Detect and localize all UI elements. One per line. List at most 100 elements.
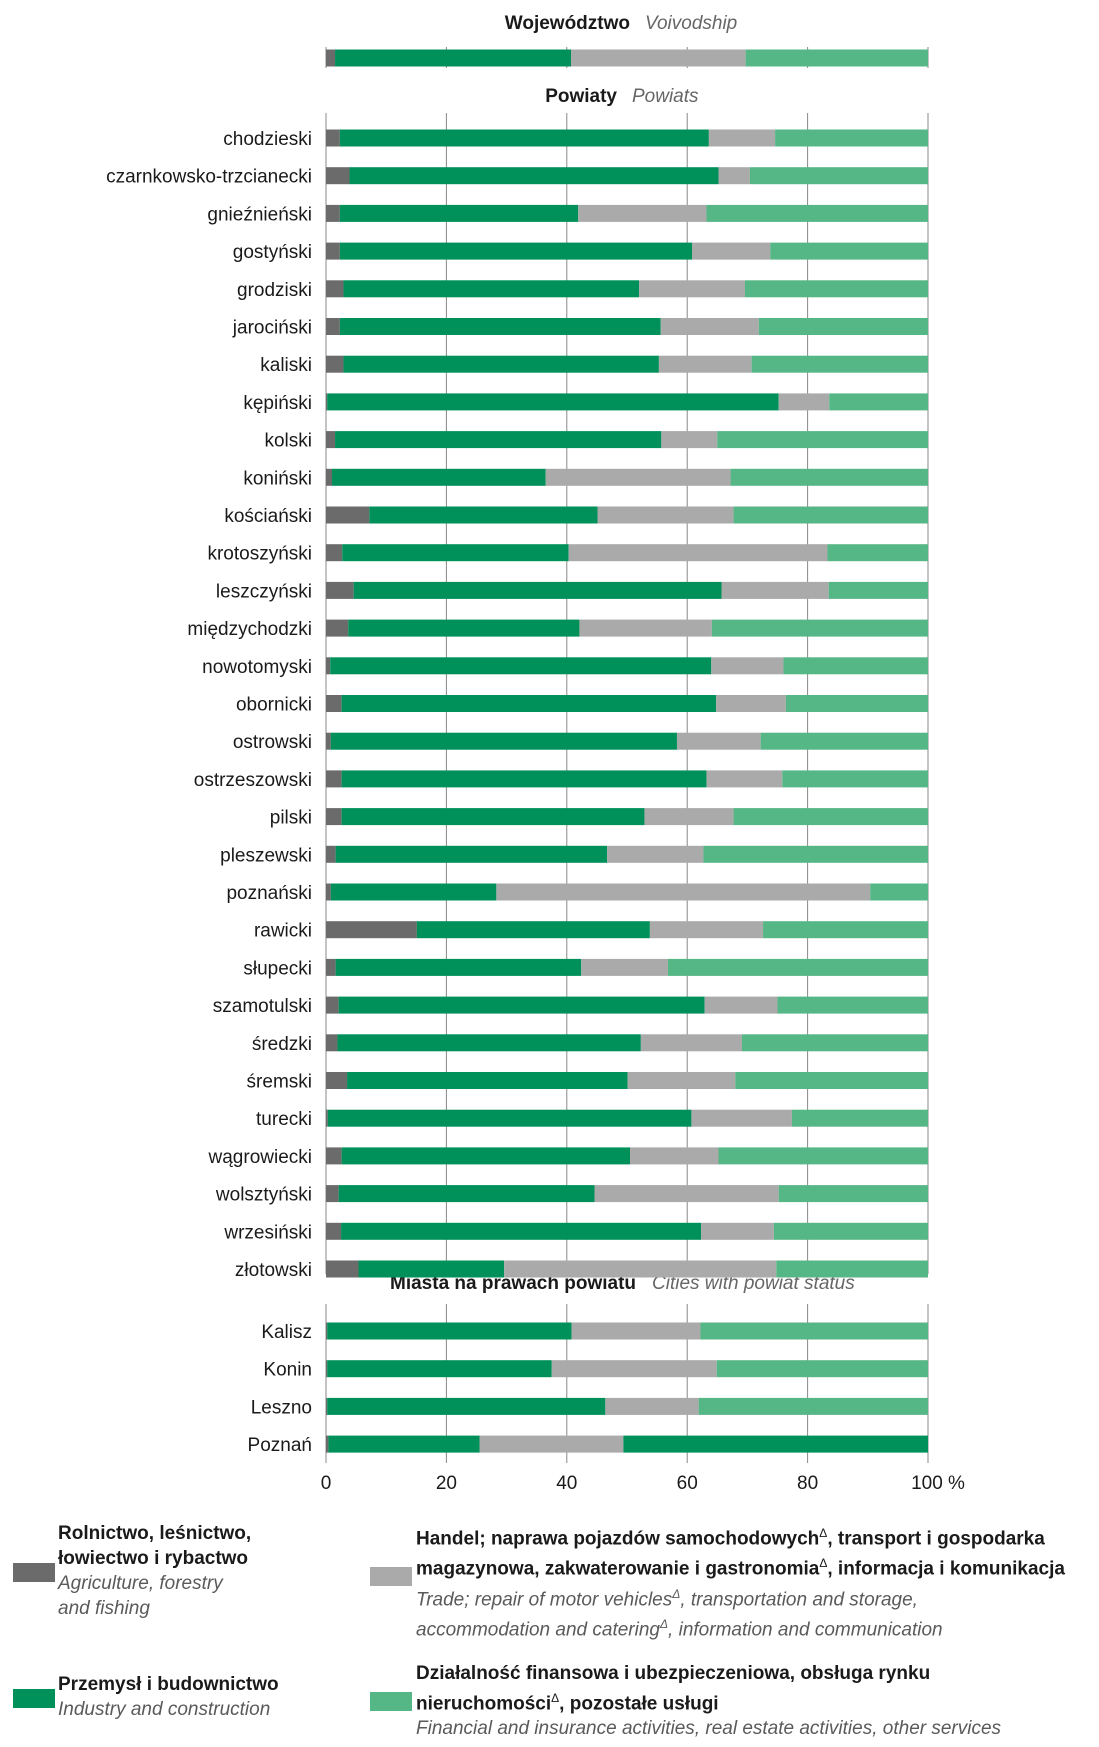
bar-row-szamotulski: szamotulski	[213, 996, 928, 1017]
bar-segment-2	[330, 657, 712, 675]
legend-industry-en: Industry and construction	[58, 1699, 271, 1720]
bar-segment-4	[783, 657, 928, 675]
bar-segment-1	[326, 506, 370, 524]
bar-segment-3	[704, 996, 778, 1014]
bar-segment-3	[691, 1109, 792, 1127]
bar-segment-2	[330, 883, 497, 901]
bar-segment-4	[770, 242, 928, 260]
bar-segment-1	[326, 1397, 328, 1415]
bar-segment-2	[341, 770, 707, 788]
bar-segment-4	[623, 1435, 928, 1453]
row-label: słupecki	[243, 958, 312, 979]
bar-row-czarnkowsko-trzcianecki: czarnkowsko-trzcianecki	[106, 167, 928, 188]
bar-segment-1	[326, 1360, 328, 1378]
bar-segment-3	[661, 431, 718, 449]
bar-segment-1	[326, 129, 340, 147]
bar-segment-3	[721, 581, 829, 599]
bar-segment-2	[339, 129, 709, 147]
bar-segment-3	[711, 657, 784, 675]
legend-trade-pl-2a: magazynowa, zakwaterowanie i gastronomia	[416, 1558, 820, 1580]
row-label: krotoszyński	[207, 544, 312, 565]
bar-segment-2	[335, 958, 582, 976]
bar-row-wolsztyński: wolsztyński	[215, 1185, 928, 1206]
row-label: gnieźnieński	[207, 204, 312, 225]
bar-segment-3	[706, 770, 783, 788]
bar-segment-3	[579, 619, 712, 637]
bar-segment-1	[326, 1109, 328, 1127]
bar-row-międzychodzki: międzychodzki	[187, 619, 928, 640]
legend-financial-mark: Δ	[551, 1691, 560, 1705]
x-tick-label: 60	[677, 1473, 698, 1490]
bar-row-Poznań: Poznań	[248, 1435, 928, 1456]
x-tick-label: 20	[436, 1473, 457, 1490]
row-label: czarnkowsko-trzcianecki	[106, 167, 312, 188]
bar-segment-3	[571, 1322, 701, 1340]
legend-trade-pl-1b: , transport i gospodarka	[827, 1528, 1045, 1550]
row-label: kościański	[224, 506, 312, 527]
bar-segment-3	[479, 1435, 624, 1453]
section-powiats-en: Powiats	[632, 86, 699, 107]
bar-segment-1	[326, 167, 350, 185]
bar-segment-1	[326, 581, 354, 599]
legend-trade-pl-1a: Handel; naprawa pojazdów samochodowych	[416, 1528, 820, 1550]
row-label: pilski	[270, 808, 312, 829]
bar-row-gostyński: gostyński	[233, 242, 928, 263]
bar-row-złotowski: złotowski	[235, 1260, 928, 1281]
section-powiats-pl: Powiaty	[545, 86, 617, 107]
bar-segment-2	[338, 1185, 595, 1203]
bar-segment-3	[504, 1260, 777, 1278]
bar-segment-1	[326, 732, 331, 750]
bar-row-kolski: kolski	[264, 431, 928, 452]
row-label: szamotulski	[213, 996, 312, 1017]
legend-trade-mark-2: Δ	[819, 1556, 828, 1571]
legend-trade-en-1b: , transportation and storage,	[680, 1588, 918, 1610]
bar-row-kępiński: kępiński	[243, 393, 928, 414]
bar-segment-1	[326, 49, 336, 67]
bar-row-voivodship	[326, 49, 928, 67]
row-label: nowotomyski	[202, 657, 312, 678]
row-label: kolski	[264, 431, 312, 452]
bar-segment-3	[692, 242, 771, 260]
row-label: międzychodzki	[187, 619, 312, 640]
row-label: Kalisz	[261, 1322, 312, 1343]
bar-segment-1	[326, 1147, 342, 1165]
bar-segment-1	[326, 242, 340, 260]
section-cities-heading: Miasta na prawach powiatu Cities with po…	[390, 1273, 855, 1294]
row-label: koniński	[243, 468, 312, 489]
bar-segment-2	[332, 468, 546, 486]
row-label: turecki	[256, 1109, 312, 1130]
legend-financial-pl-2a: nieruchomości	[416, 1693, 552, 1715]
bar-segment-1	[326, 393, 328, 411]
bar-segment-2	[341, 808, 645, 826]
row-label: rawicki	[254, 921, 312, 942]
bar-segment-1	[326, 657, 331, 675]
bar-row-Leszno: Leszno	[251, 1397, 928, 1418]
section-voivodship-heading: Województwo Voivodship	[505, 13, 738, 34]
legend-trade-mark-1: Δ	[819, 1526, 828, 1540]
legend-swatch-trade	[370, 1567, 412, 1586]
bar-segment-2	[339, 318, 661, 335]
bar-segment-3	[578, 204, 707, 222]
bar-segment-1	[326, 808, 342, 826]
bar-segment-2	[327, 1322, 572, 1340]
bar-segment-4	[735, 1072, 928, 1089]
bar-row-ostrowski: ostrowski	[233, 732, 928, 753]
bar-row-gnieźnieński: gnieźnieński	[207, 204, 928, 225]
bar-segment-2	[339, 242, 693, 260]
row-label: leszczyński	[216, 581, 312, 602]
bar-segment-2	[327, 1397, 606, 1415]
bar-segment-2	[348, 619, 580, 637]
bar-segment-2	[337, 1034, 641, 1052]
bar-row-krotoszyński: krotoszyński	[207, 544, 928, 565]
row-label: Poznań	[248, 1435, 312, 1456]
row-label: chodzieski	[223, 129, 312, 150]
row-label: jarociński	[232, 318, 312, 339]
bar-row-grodziski: grodziski	[237, 280, 928, 301]
bar-row-ostrzeszowski: ostrzeszowski	[194, 770, 928, 791]
bar-segment-2	[369, 506, 598, 524]
bar-segment-4	[782, 770, 928, 788]
bar-segment-3	[708, 129, 776, 147]
bar-segment-4	[667, 958, 928, 976]
bar-segment-3	[551, 1360, 717, 1378]
bar-row-słupecki: słupecki	[243, 958, 928, 979]
